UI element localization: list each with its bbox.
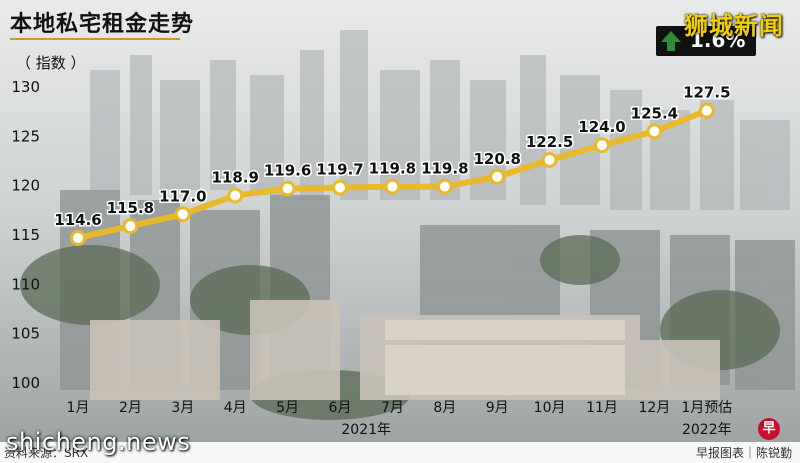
x-tick-label: 8月 — [433, 400, 456, 416]
x-tick-label: 6月 — [329, 400, 352, 416]
source-note: 资料来源：SRX — [4, 446, 89, 460]
data-point — [384, 178, 401, 195]
data-label: 115.8 — [107, 199, 154, 217]
x-tick-label: 10月 — [534, 400, 566, 416]
data-point — [541, 152, 558, 168]
y-tick-label: 130 — [11, 78, 40, 96]
change-badge: 1.6% — [656, 26, 756, 56]
x-tick-label: 1月 — [67, 400, 90, 416]
data-label: 124.0 — [578, 118, 625, 136]
data-point — [122, 218, 139, 235]
page-title: 本地私宅租金走势 — [10, 12, 195, 37]
year-labels: 2021年 2022年 — [341, 422, 731, 438]
x-tick-label: 12月 — [638, 400, 670, 416]
data-point — [332, 179, 348, 196]
year-group-label: 2022年 — [682, 422, 732, 438]
x-tick-label: 9月 — [486, 400, 509, 416]
data-point — [174, 206, 191, 223]
data-label: 114.6 — [54, 211, 101, 229]
data-point — [698, 102, 715, 119]
up-arrow-icon — [661, 31, 681, 51]
x-axis: 1月 2月 3月 4月 5月 6月 7月 8月 9月 10月 11月 12月 1月预估 — [67, 400, 733, 416]
title-underline — [10, 38, 180, 40]
y-tick-label: 100 — [11, 374, 40, 392]
data-label: 122.5 — [526, 133, 573, 151]
watermark-logo: 狮城新闻 — [684, 12, 784, 40]
y-tick-label: 110 — [11, 275, 40, 293]
y-axis-unit: （ 指数 ） — [16, 54, 86, 72]
site-watermark: shicheng.news — [6, 428, 191, 456]
data-label: 119.6 — [264, 162, 311, 180]
data-label: 120.8 — [473, 150, 520, 168]
zaobao-logo-icon: 早 — [758, 418, 780, 440]
y-axis: 100 105 110 115 120 125 130 — [11, 78, 40, 392]
data-point — [70, 229, 86, 246]
data-point — [279, 180, 296, 197]
y-tick-label: 105 — [11, 325, 40, 343]
x-tick-label: 7月 — [381, 400, 404, 416]
x-tick-label: 4月 — [224, 400, 247, 416]
data-label: 119.7 — [316, 161, 363, 179]
x-tick-label: 2月 — [119, 400, 142, 416]
y-tick-label: 125 — [11, 127, 40, 145]
y-tick-label: 115 — [11, 226, 40, 244]
x-tick-label: 3月 — [171, 400, 194, 416]
chart-credit: 早报图表｜陈锐勤 — [695, 446, 792, 460]
data-markers — [70, 102, 715, 246]
data-point — [436, 178, 453, 195]
data-label: 119.8 — [421, 160, 468, 178]
data-label: 119.8 — [369, 160, 416, 178]
x-tick-label: 11月 — [586, 400, 618, 416]
data-label: 127.5 — [683, 84, 730, 102]
data-label: 117.0 — [159, 187, 206, 205]
data-label: 118.9 — [211, 169, 258, 187]
x-tick-label: 1月预估 — [681, 400, 732, 416]
value-labels: 114.6 115.8 117.0 118.9 119.6 119.7 119.8 119.8… — [53, 82, 732, 230]
data-label: 125.4 — [631, 104, 678, 122]
year-group-label: 2021年 — [341, 422, 391, 438]
x-tick-label: 5月 — [276, 400, 299, 416]
y-tick-label: 120 — [11, 177, 40, 195]
data-point — [227, 187, 244, 204]
change-percent: 1.6% — [690, 28, 746, 52]
data-point — [489, 168, 506, 185]
data-point — [646, 123, 663, 140]
data-point — [594, 137, 610, 154]
footer-bar — [0, 442, 800, 463]
